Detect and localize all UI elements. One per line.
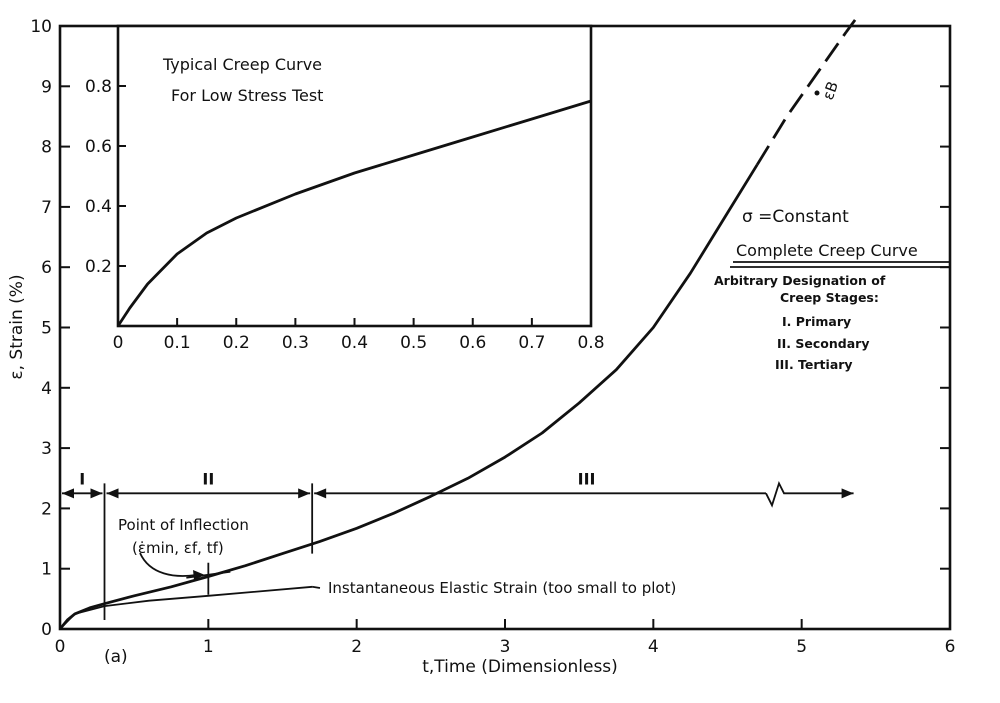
inset-creep-curve (116, 99, 592, 327)
inset-x-tick-label: 0.3 (282, 333, 309, 353)
stage-primary-arrow-head-right (90, 488, 103, 499)
epsilon-b-dot (814, 90, 820, 96)
stage-tertiary-break (765, 480, 854, 508)
inset-plot-frame (116, 24, 593, 328)
y-tick-label: 5 (41, 319, 52, 339)
complete-creep-curve: Complete Creep Curve (736, 241, 918, 260)
y-tick-label: 6 (41, 258, 52, 278)
inset-y-tick-label: 0.6 (85, 137, 112, 157)
x-tick-label: 6 (945, 637, 956, 657)
inset-x-tick-label: 0.8 (577, 333, 604, 353)
designation-line-2: Creep Stages: (780, 290, 879, 305)
inflection-coords: (ε̇min, εf, tf) (132, 539, 224, 557)
stage-primary-arrow-head-left (62, 488, 74, 499)
inset-x-tick-label: 0 (113, 333, 124, 353)
inset-axis-ticks: 0 0.1 0.2 0.3 0.4 0.5 0.6 0.7 0.8 0.2 0.4 0.6 0.8 (85, 77, 605, 353)
stage-primary-legend: I. Primary (782, 314, 851, 329)
y-tick-label: 10 (30, 17, 52, 37)
x-tick-label: 5 (796, 637, 807, 657)
y-tick-label: 2 (41, 499, 52, 519)
stage-secondary-legend: II. Secondary (777, 336, 869, 351)
y-tick-label: 1 (41, 560, 52, 580)
stage-tertiary-head-left (314, 488, 327, 499)
inset-x-tick-label: 0.1 (164, 333, 191, 353)
stage-secondary-arrow-head-right (298, 488, 311, 499)
inset-title: Typical Creep Curve (162, 55, 322, 74)
sigma-constant: σ =Constant (742, 207, 849, 227)
x-tick-label: 0 (55, 637, 66, 657)
stage-tertiary-head-right (841, 488, 854, 499)
panel-label: (a) (104, 647, 128, 667)
y-tick-label: 4 (41, 379, 52, 399)
designation-line-1: Arbitrary Designation of (714, 273, 886, 288)
inset-y-tick-label: 0.4 (85, 197, 112, 217)
inset-x-tick-label: 0.5 (400, 333, 427, 353)
elastic-strain-line (59, 585, 313, 630)
y-tick-label: 0 (41, 620, 52, 640)
inset-subtitle: For Low Stress Test (171, 86, 323, 105)
stage-label: I (79, 469, 85, 488)
main-curves (58, 19, 857, 630)
stage-secondary-arrow-head-left (106, 488, 119, 499)
inset-curves (116, 99, 592, 327)
inflection-title: Point of Inflection (118, 516, 249, 534)
x-tick-label: 4 (648, 637, 659, 657)
stage-tertiary-legend: III. Tertiary (775, 357, 853, 372)
y-tick-label: 9 (41, 77, 52, 97)
creep-curve-end (845, 19, 857, 33)
y-axis-label: ε, Strain (%) (7, 274, 27, 379)
creep-curve-dashed (756, 31, 848, 166)
elastic-strain-leader (312, 585, 321, 589)
x-tick-label: 2 (351, 637, 362, 657)
inset-y-tick-label: 0.2 (85, 257, 112, 277)
inset-x-tick-label: 0.6 (459, 333, 486, 353)
x-axis-label: t,Time (Dimensionless) (422, 657, 618, 677)
stage-label: II (202, 469, 214, 488)
x-tick-label: 3 (500, 637, 511, 657)
y-tick-label: 3 (41, 439, 52, 459)
inset-x-tick-label: 0.4 (341, 333, 368, 353)
inset-y-tick-label: 0.8 (85, 77, 112, 97)
creep-stages: I II III (62, 469, 854, 620)
epsilon-b-label: εB (819, 79, 842, 102)
inflection-arrowhead (193, 570, 205, 580)
y-tick-label: 7 (41, 198, 52, 218)
stage-label: III (578, 469, 596, 488)
y-tick-label: 8 (41, 138, 52, 158)
x-tick-label: 1 (203, 637, 214, 657)
inset-x-tick-label: 0.2 (223, 333, 250, 353)
elastic-strain-label: Instantaneous Elastic Strain (too small … (328, 579, 676, 597)
inflection-arrow (139, 552, 197, 577)
inset-x-tick-label: 0.7 (518, 333, 545, 353)
creep-curve (58, 163, 759, 630)
